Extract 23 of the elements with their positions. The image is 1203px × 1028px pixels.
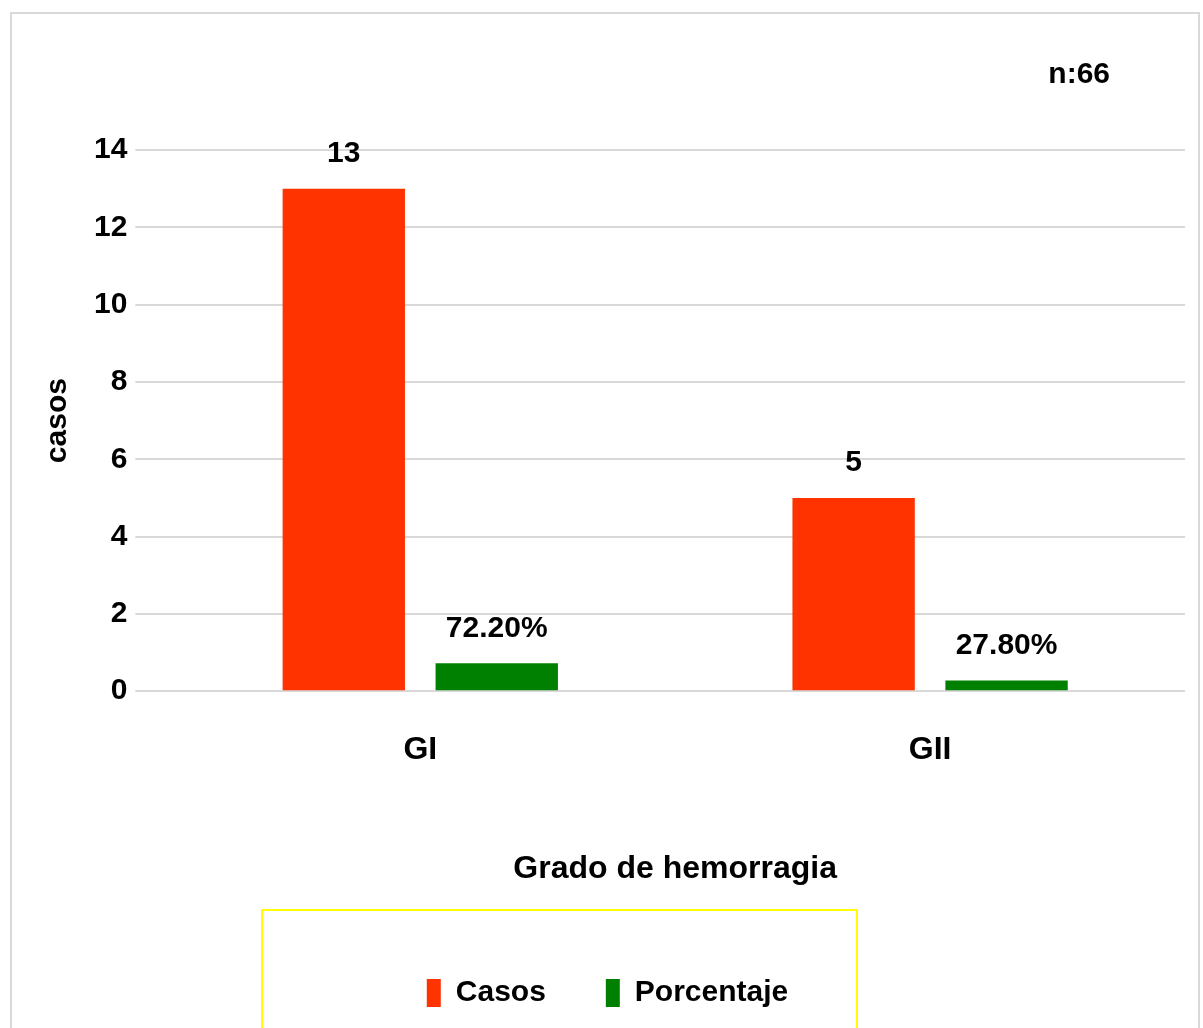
- data-label: 27.80%: [955, 626, 1058, 660]
- y-tick-label: 12: [93, 208, 128, 242]
- bar: [282, 188, 405, 691]
- y-tick-label: 8: [110, 363, 128, 397]
- bar: [435, 663, 558, 691]
- y-tick-label: 4: [110, 517, 128, 551]
- bar: [792, 497, 915, 691]
- y-tick-label: 6: [110, 440, 128, 474]
- x-tick-label: GI: [403, 730, 438, 767]
- y-tick-label: 10: [93, 285, 128, 319]
- data-label: 13: [327, 134, 361, 168]
- y-tick-label: 2: [110, 595, 128, 629]
- y-axis-title: casos: [39, 378, 73, 464]
- y-tick-label: 14: [93, 131, 128, 165]
- data-label: 72.20%: [445, 609, 548, 643]
- data-label: 5: [845, 444, 862, 478]
- x-axis-title: Grado de hemorragia: [513, 848, 838, 885]
- bar: [945, 680, 1068, 691]
- y-tick-label: 0: [110, 672, 128, 706]
- legend-label: Porcentaje: [634, 974, 789, 1008]
- x-tick-label: GII: [908, 730, 952, 767]
- text: n:66: [1048, 56, 1110, 90]
- legend-label: Casos: [455, 974, 546, 1008]
